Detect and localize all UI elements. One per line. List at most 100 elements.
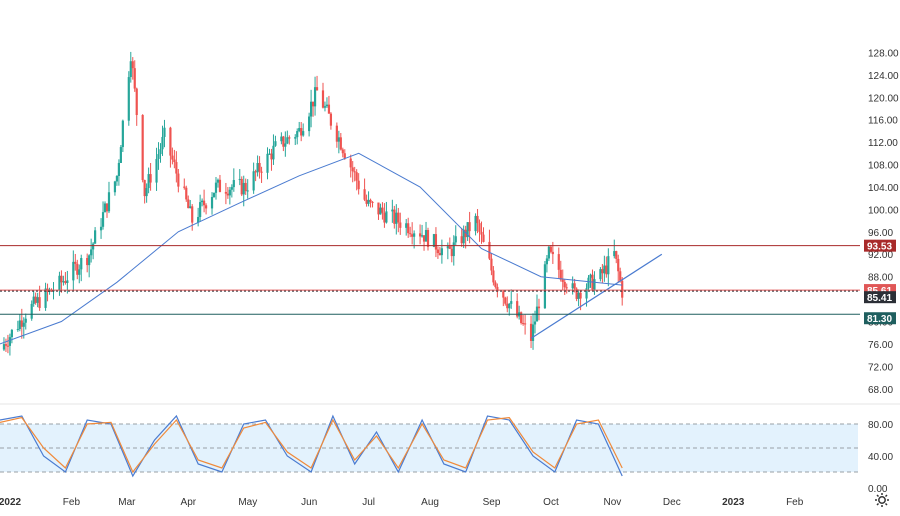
- candle-body: [448, 246, 451, 249]
- candle-body: [199, 202, 202, 217]
- x-tick-label: 2023: [722, 497, 745, 508]
- candle-body: [92, 243, 95, 250]
- candle-body: [559, 269, 562, 280]
- candle-body: [60, 275, 63, 283]
- candle-body: [90, 249, 93, 256]
- candle-body: [169, 127, 172, 156]
- price-tick-label: 88.00: [868, 273, 893, 284]
- candle-body: [379, 207, 382, 215]
- candle-body: [422, 235, 426, 242]
- candle-body: [391, 209, 394, 212]
- price-tick-label: 92.00: [868, 250, 893, 261]
- candle-body: [432, 234, 436, 247]
- candle-body: [315, 87, 319, 91]
- candle-body: [78, 269, 81, 275]
- candle-body: [522, 323, 525, 325]
- candle-body: [300, 128, 303, 136]
- candle-body: [454, 236, 457, 243]
- moving-average-line: [0, 152, 623, 345]
- x-tick-label: Dec: [663, 497, 681, 508]
- candle-body: [411, 234, 414, 237]
- candle-body: [516, 301, 519, 317]
- candle-body: [141, 115, 144, 181]
- candle-body: [149, 174, 152, 183]
- candle-body: [127, 77, 130, 121]
- candle-body: [131, 61, 134, 69]
- candle-body: [339, 137, 342, 150]
- candle-body: [161, 136, 164, 150]
- candle-body: [258, 162, 261, 172]
- x-tick-label: Oct: [543, 497, 559, 508]
- candle-body: [171, 155, 174, 160]
- candle-body: [561, 279, 564, 282]
- candle-body: [212, 192, 216, 198]
- candle-body: [99, 226, 103, 231]
- gear-icon[interactable]: [874, 492, 890, 508]
- candle-body: [599, 269, 602, 280]
- candle-body: [159, 149, 162, 155]
- candle-body: [323, 106, 327, 108]
- candle-body: [230, 187, 233, 190]
- candle-body: [214, 182, 218, 193]
- candle-body: [327, 104, 331, 114]
- candle-body: [337, 137, 340, 142]
- candle-body: [524, 323, 527, 325]
- candle-body: [32, 296, 35, 304]
- candle-body: [272, 145, 275, 160]
- candle-body: [460, 236, 463, 244]
- candle-body: [201, 200, 204, 203]
- x-tick-label: Apr: [181, 497, 197, 508]
- candle-body: [355, 172, 358, 181]
- candle-body: [436, 249, 440, 254]
- candle-body: [480, 231, 483, 235]
- candle-body: [573, 283, 576, 289]
- candle-body: [496, 286, 499, 292]
- candle-body: [476, 215, 479, 224]
- candle-body: [531, 324, 535, 341]
- support-trendline[interactable]: [530, 253, 663, 339]
- candle-body: [329, 113, 333, 126]
- candle-body: [450, 248, 453, 257]
- candle-body: [242, 182, 245, 195]
- candle-body: [74, 261, 77, 264]
- candle-body: [284, 143, 287, 147]
- candle-body: [565, 287, 568, 289]
- candle-body: [321, 90, 325, 108]
- price-tag-label: 93.53: [867, 242, 892, 253]
- candle-body: [397, 212, 400, 223]
- candle-body: [383, 212, 386, 223]
- x-tick-label: Jun: [301, 497, 317, 508]
- candle-body: [549, 246, 552, 252]
- candle-body: [438, 253, 441, 256]
- candle-body: [409, 233, 412, 235]
- price-tick-label: 116.00: [868, 116, 898, 127]
- price-tick-label: 76.00: [868, 340, 893, 351]
- candle-body: [244, 182, 247, 191]
- x-tick-label: 2022: [0, 497, 22, 508]
- candle-body: [10, 329, 13, 338]
- price-tick-label: 108.00: [868, 161, 899, 172]
- candle-body: [191, 206, 194, 223]
- candle-body: [424, 230, 428, 242]
- candle-body: [494, 282, 497, 287]
- candle-body: [147, 174, 150, 189]
- candle-body: [426, 230, 430, 247]
- candle-body: [308, 116, 311, 132]
- candle-body: [105, 203, 109, 212]
- candle-body: [226, 193, 229, 196]
- candle-body: [294, 137, 297, 139]
- x-tick-label: Nov: [603, 497, 621, 508]
- price-tick-label: 128.00: [868, 48, 899, 59]
- candle-body: [252, 171, 255, 191]
- candle-body: [133, 68, 136, 89]
- candle-body: [218, 179, 222, 192]
- candle-body: [504, 297, 507, 304]
- candle-body: [240, 178, 243, 195]
- candle-body: [615, 251, 618, 259]
- price-tick-label: 124.00: [868, 71, 899, 82]
- price-tick-label: 104.00: [868, 183, 899, 194]
- candle-body: [143, 180, 146, 197]
- candle-body: [246, 190, 249, 192]
- candle-body: [440, 248, 443, 256]
